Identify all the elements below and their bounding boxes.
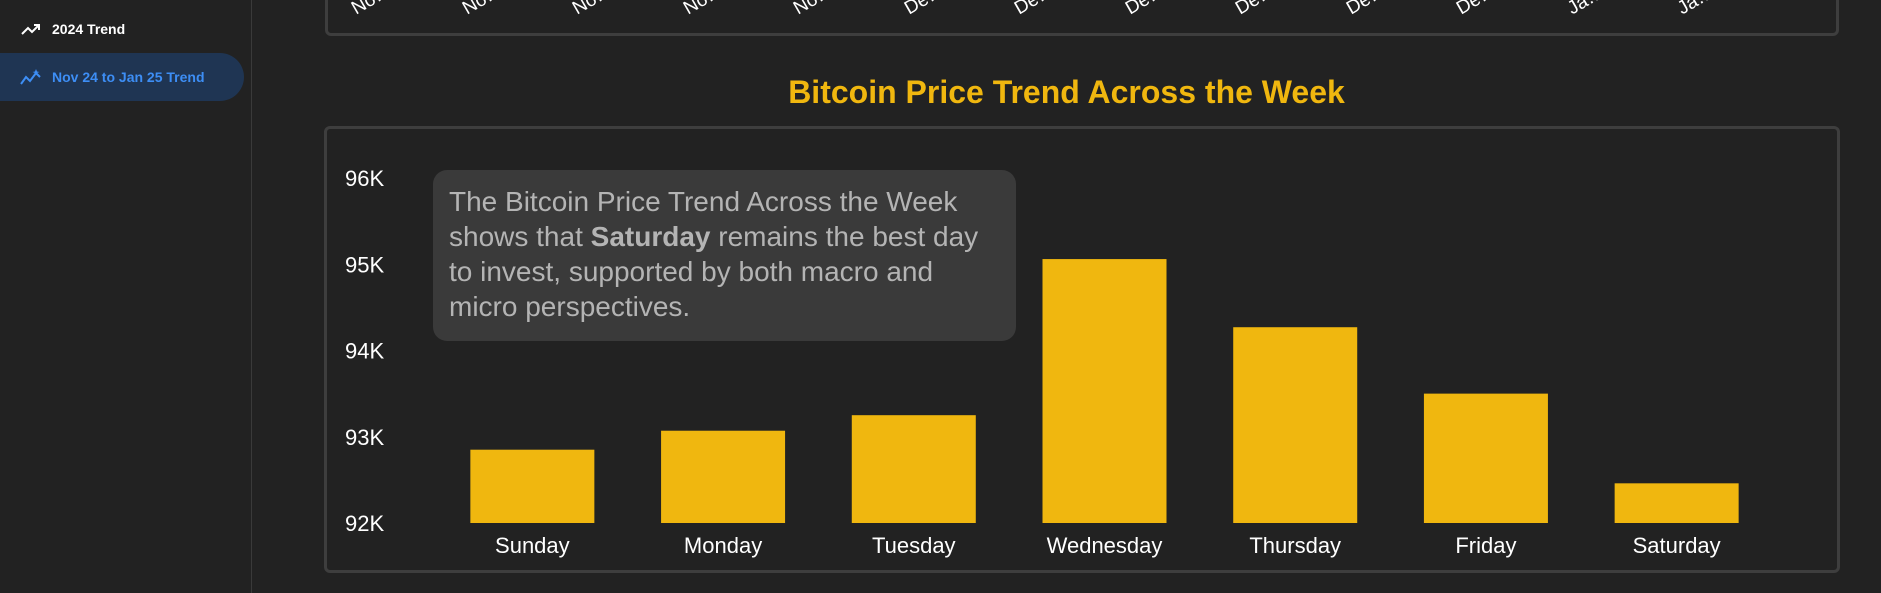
bar-monday[interactable] xyxy=(661,430,786,523)
top-axis-tick-label: De… xyxy=(1453,0,1501,20)
tooltip-text-after: remains the best day to invest, supporte… xyxy=(449,221,979,322)
x-axis-tick-label: Monday xyxy=(684,533,762,558)
chart-title: Bitcoin Price Trend Across the Week xyxy=(788,74,1345,110)
top-axis-tick-label: No… xyxy=(569,0,617,20)
top-axis-tick-label: No… xyxy=(459,0,507,20)
top-axis-tick-label: Ja… xyxy=(1674,0,1719,20)
x-axis-tick-label: Sunday xyxy=(495,533,570,558)
sidebar: 2024 Trend Nov 24 to Jan 25 Trend xyxy=(0,0,252,593)
top-axis-tick-label: De… xyxy=(1343,0,1391,20)
bar-tuesday[interactable] xyxy=(851,415,976,523)
top-axis-tick-label: No… xyxy=(348,0,396,20)
sidebar-item-2024-trend[interactable]: 2024 Trend xyxy=(0,5,244,53)
bar-chart: 92K 93K 94K 95K 96K Sunday Monday Tuesday Wednes… xyxy=(345,166,1739,558)
trend-sparkle-icon xyxy=(20,66,42,88)
top-axis-tick-label: De… xyxy=(1011,0,1059,20)
x-axis-tick-label: Tuesday xyxy=(872,533,956,558)
top-axis-tick-label: De… xyxy=(1122,0,1170,20)
top-axis-tick-label: No… xyxy=(790,0,838,20)
sidebar-item-label: Nov 24 to Jan 25 Trend xyxy=(52,69,205,85)
x-axis-tick-label: Friday xyxy=(1455,533,1516,558)
weekday-chart-panel: 92K 93K 94K 95K 96K Sunday Monday Tuesday Wednes… xyxy=(324,126,1840,573)
tooltip-emphasis: Saturday xyxy=(590,221,711,252)
previous-chart-panel: No… No… No… No… No… De… De… De… De… De… De… Ja… Ja… xyxy=(325,0,1839,36)
top-axis-tick-label: No… xyxy=(680,0,728,20)
y-axis-tick-label: 95K xyxy=(345,252,384,277)
bar-thursday[interactable] xyxy=(1233,327,1358,523)
tooltip-text-before: The Bitcoin Price Trend Across the Week … xyxy=(449,186,958,252)
top-axis-tick-label: De… xyxy=(1232,0,1280,20)
sidebar-item-nov-jan-trend[interactable]: Nov 24 to Jan 25 Trend xyxy=(0,53,244,101)
trending-up-icon xyxy=(20,18,42,40)
sidebar-item-label: 2024 Trend xyxy=(52,21,126,37)
x-axis-tick-label: Saturday xyxy=(1633,533,1721,558)
bar-sunday[interactable] xyxy=(470,449,595,523)
y-axis-tick-label: 96K xyxy=(345,166,384,191)
y-axis-tick-label: 94K xyxy=(345,339,384,364)
bar-friday[interactable] xyxy=(1423,393,1548,523)
y-axis-tick-label: 92K xyxy=(345,511,384,536)
x-axis-tick-label: Wednesday xyxy=(1047,533,1163,558)
x-axis-tick-label: Thursday xyxy=(1249,533,1341,558)
top-axis-tick-label: Ja… xyxy=(1563,0,1608,20)
chart-tooltip: The Bitcoin Price Trend Across the Week … xyxy=(433,170,1016,341)
bar-saturday[interactable] xyxy=(1614,483,1739,523)
bar-wednesday[interactable] xyxy=(1042,259,1167,523)
y-axis-tick-label: 93K xyxy=(345,425,384,450)
top-axis-tick-label: De… xyxy=(901,0,949,20)
